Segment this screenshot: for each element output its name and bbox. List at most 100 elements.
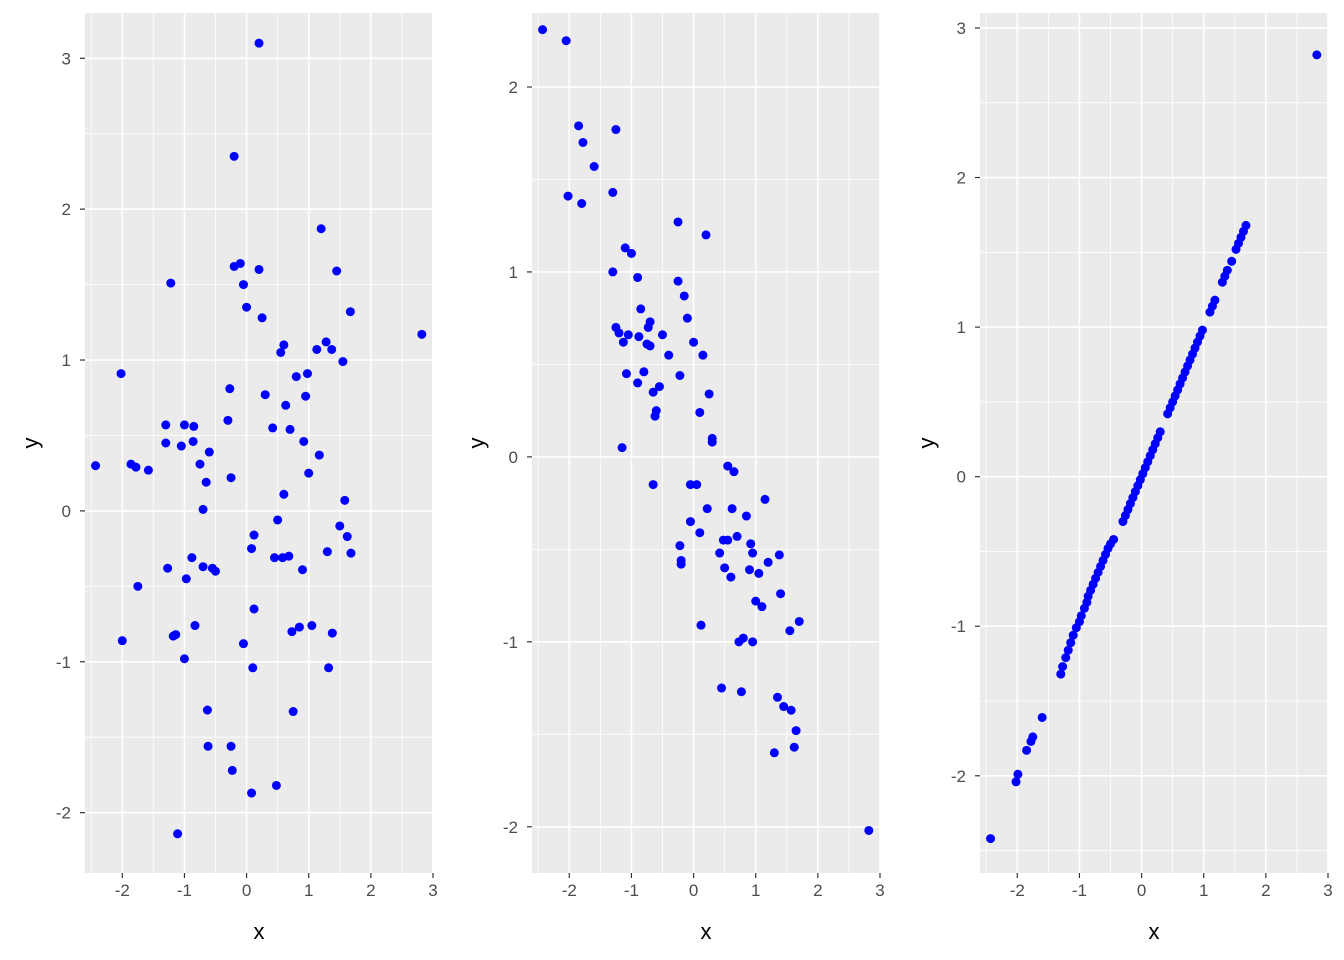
data-point xyxy=(727,504,737,514)
data-point xyxy=(298,565,307,575)
data-point xyxy=(417,329,427,339)
y-axis-title: y xyxy=(18,438,43,449)
data-point xyxy=(254,38,264,48)
data-point xyxy=(675,370,685,380)
data-point xyxy=(1197,325,1207,335)
y-tick-label: 3 xyxy=(957,19,966,38)
data-point xyxy=(538,25,548,35)
data-point xyxy=(195,459,205,469)
data-point xyxy=(198,504,208,514)
y-tick-label: 0 xyxy=(957,468,966,487)
x-tick-label: 1 xyxy=(304,881,313,900)
x-tick-label: 3 xyxy=(1323,881,1332,900)
y-tick-label: 1 xyxy=(62,351,71,370)
y-tick-label: 2 xyxy=(62,200,71,219)
data-point xyxy=(673,276,683,286)
data-point xyxy=(574,121,584,131)
data-point xyxy=(235,258,245,268)
data-point xyxy=(654,382,664,392)
data-point xyxy=(746,539,756,549)
data-point xyxy=(614,328,624,338)
data-point xyxy=(648,387,658,397)
data-point xyxy=(1227,256,1237,266)
y-tick-label: -1 xyxy=(56,653,71,672)
x-tick-label: -2 xyxy=(562,881,577,900)
data-point xyxy=(229,151,239,161)
x-tick-label: 1 xyxy=(751,881,760,900)
data-point xyxy=(698,350,708,360)
data-point xyxy=(791,726,801,736)
x-tick-label: -1 xyxy=(624,881,639,900)
x-tick-label: -2 xyxy=(115,881,130,900)
data-point xyxy=(187,553,197,563)
x-tick-label: 2 xyxy=(813,881,822,900)
data-point xyxy=(621,369,631,379)
data-point xyxy=(673,217,683,227)
y-tick-label: 2 xyxy=(957,169,966,188)
data-point xyxy=(291,372,301,382)
data-point xyxy=(279,489,289,499)
data-point xyxy=(774,550,784,560)
data-point xyxy=(91,461,101,471)
data-point xyxy=(202,705,212,715)
data-point xyxy=(117,636,127,646)
y-tick-label: 0 xyxy=(509,448,518,467)
panel-background xyxy=(85,13,433,873)
x-tick-label: -1 xyxy=(177,881,192,900)
data-point xyxy=(247,788,257,798)
data-point xyxy=(1210,295,1220,305)
data-point xyxy=(201,477,211,487)
x-tick-label: 1 xyxy=(1199,881,1208,900)
data-point xyxy=(608,187,618,197)
data-point xyxy=(685,517,695,527)
data-point xyxy=(748,637,758,647)
data-point xyxy=(986,834,996,844)
x-tick-label: 3 xyxy=(428,881,437,900)
data-point xyxy=(131,462,141,472)
y-tick-label: 0 xyxy=(62,502,71,521)
data-point xyxy=(651,406,661,416)
data-point xyxy=(268,423,278,433)
y-axis-title: y xyxy=(914,438,939,449)
data-point xyxy=(133,581,143,591)
x-tick-label: -2 xyxy=(1010,881,1025,900)
data-point xyxy=(260,390,270,400)
data-point xyxy=(676,559,686,569)
data-point xyxy=(322,547,332,557)
data-point xyxy=(1056,669,1066,679)
data-point xyxy=(161,420,171,430)
data-point xyxy=(299,436,309,446)
data-point xyxy=(738,633,748,643)
data-point xyxy=(760,494,770,504)
data-point xyxy=(729,467,739,477)
panel-background xyxy=(532,13,880,873)
y-tick-label: -2 xyxy=(56,804,71,823)
data-point xyxy=(745,565,754,575)
data-point xyxy=(577,198,587,208)
data-point xyxy=(717,683,727,693)
x-tick-label: 0 xyxy=(242,881,251,900)
data-point xyxy=(281,400,291,410)
data-point xyxy=(1222,265,1232,275)
data-point xyxy=(1022,745,1032,755)
data-point xyxy=(116,369,126,379)
data-point xyxy=(276,347,286,357)
data-point xyxy=(675,541,685,551)
data-point xyxy=(1013,769,1023,779)
scatter-panel-left: -2 -1 0 1 2 3 -2 -1 0 1 2 3 x y xyxy=(18,13,438,944)
data-point xyxy=(636,304,646,314)
data-point xyxy=(225,384,235,394)
data-point xyxy=(589,162,599,172)
data-point xyxy=(789,742,799,752)
y-axis-title: y xyxy=(464,438,489,449)
y-tick-label: 1 xyxy=(509,263,518,282)
data-point xyxy=(779,702,789,712)
data-point xyxy=(327,344,337,354)
data-point xyxy=(227,765,237,775)
data-point xyxy=(223,415,233,425)
data-point xyxy=(772,692,782,702)
data-point xyxy=(692,480,702,490)
data-point xyxy=(284,551,294,561)
data-point xyxy=(321,337,331,347)
